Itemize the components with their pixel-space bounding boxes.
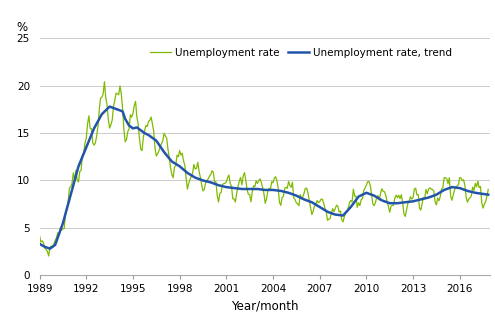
Unemployment rate [226, 173, 232, 177]
Unemployment rate [166, 156, 172, 160]
Legend: Unemployment rate, Unemployment rate, trend: Unemployment rate, Unemployment rate, tr… [146, 44, 456, 62]
Unemployment rate [101, 80, 107, 84]
Y-axis label: %: % [16, 21, 27, 34]
Unemployment rate, trend [369, 193, 375, 196]
Unemployment rate, trend [437, 190, 443, 194]
Unemployment rate [352, 194, 358, 198]
Unemployment rate, trend [226, 186, 232, 189]
Line: Unemployment rate: Unemployment rate [40, 82, 488, 256]
Unemployment rate, trend [352, 200, 358, 204]
Unemployment rate [273, 175, 279, 179]
Unemployment rate, trend [106, 105, 112, 108]
X-axis label: Year/month: Year/month [231, 300, 298, 313]
Unemployment rate [37, 234, 43, 238]
Unemployment rate, trend [273, 188, 279, 192]
Line: Unemployment rate, trend: Unemployment rate, trend [40, 107, 488, 249]
Unemployment rate, trend [37, 242, 43, 246]
Unemployment rate [369, 192, 375, 196]
Unemployment rate, trend [485, 193, 491, 196]
Unemployment rate [46, 254, 51, 258]
Unemployment rate, trend [166, 156, 172, 160]
Unemployment rate, trend [47, 247, 53, 251]
Unemployment rate [485, 188, 491, 191]
Unemployment rate [437, 195, 443, 198]
